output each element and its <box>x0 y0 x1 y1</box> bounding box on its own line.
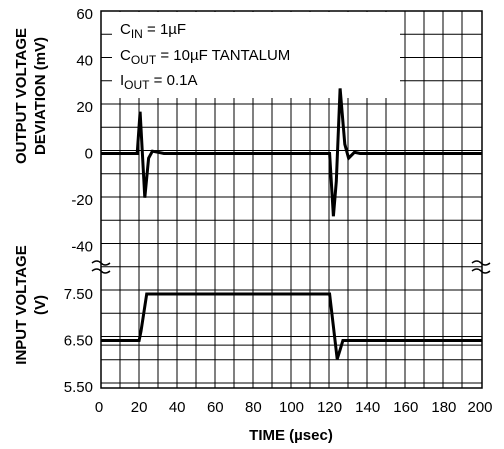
top-y-tick-label: 60 <box>76 6 93 23</box>
top-y-tick-label: 20 <box>76 99 93 116</box>
output-deviation-trace <box>101 88 482 217</box>
x-tick-label: 180 <box>431 399 456 416</box>
x-tick-label: 0 <box>95 399 103 416</box>
bottom-y-axis-title-line2: (V) <box>32 295 49 315</box>
annotation-cin: CIN = 1µF <box>120 21 186 41</box>
bottom-y-tick-label: 6.50 <box>64 333 93 350</box>
input-voltage-trace <box>101 292 482 360</box>
x-axis-title: TIME (µsec) <box>249 427 333 444</box>
x-tick-label: 60 <box>207 399 224 416</box>
x-tick-labels: 0 20 40 60 80 100 120 140 160 180 200 <box>95 399 493 416</box>
top-y-tick-label: -20 <box>71 192 93 209</box>
axis-break-right <box>471 260 491 274</box>
x-tick-label: 40 <box>169 399 186 416</box>
top-y-tick-label: -40 <box>71 239 93 256</box>
axis-break-left <box>91 260 111 274</box>
x-tick-label: 140 <box>355 399 380 416</box>
bottom-y-tick-label: 5.50 <box>64 379 93 396</box>
plot-frame <box>100 10 483 389</box>
x-tick-label: 80 <box>245 399 262 416</box>
annotation-background <box>112 12 400 98</box>
annotation-cout: COUT = 10µF TANTALUM <box>120 47 290 67</box>
x-tick-label: 160 <box>393 399 418 416</box>
top-y-tick-label: 40 <box>76 53 93 70</box>
x-tick-label: 200 <box>467 399 492 416</box>
annotation-iout: IOUT = 0.1A <box>120 72 197 92</box>
x-tick-label: 120 <box>317 399 342 416</box>
top-y-axis-title-line1: OUTPUT VOLTAGE <box>13 28 30 164</box>
top-y-tick-labels: 60 40 20 0 -20 -40 <box>71 6 93 256</box>
x-tick-label: 20 <box>131 399 148 416</box>
top-y-axis-title-line2: DEVIATION (mV) <box>32 37 49 155</box>
bottom-y-tick-label: 7.50 <box>64 286 93 303</box>
top-y-tick-label: 0 <box>85 146 93 163</box>
x-tick-label: 100 <box>279 399 304 416</box>
bottom-y-axis-title-line1: INPUT VOLTAGE <box>13 245 30 364</box>
bottom-y-tick-labels: 7.50 6.50 5.50 <box>64 286 93 396</box>
